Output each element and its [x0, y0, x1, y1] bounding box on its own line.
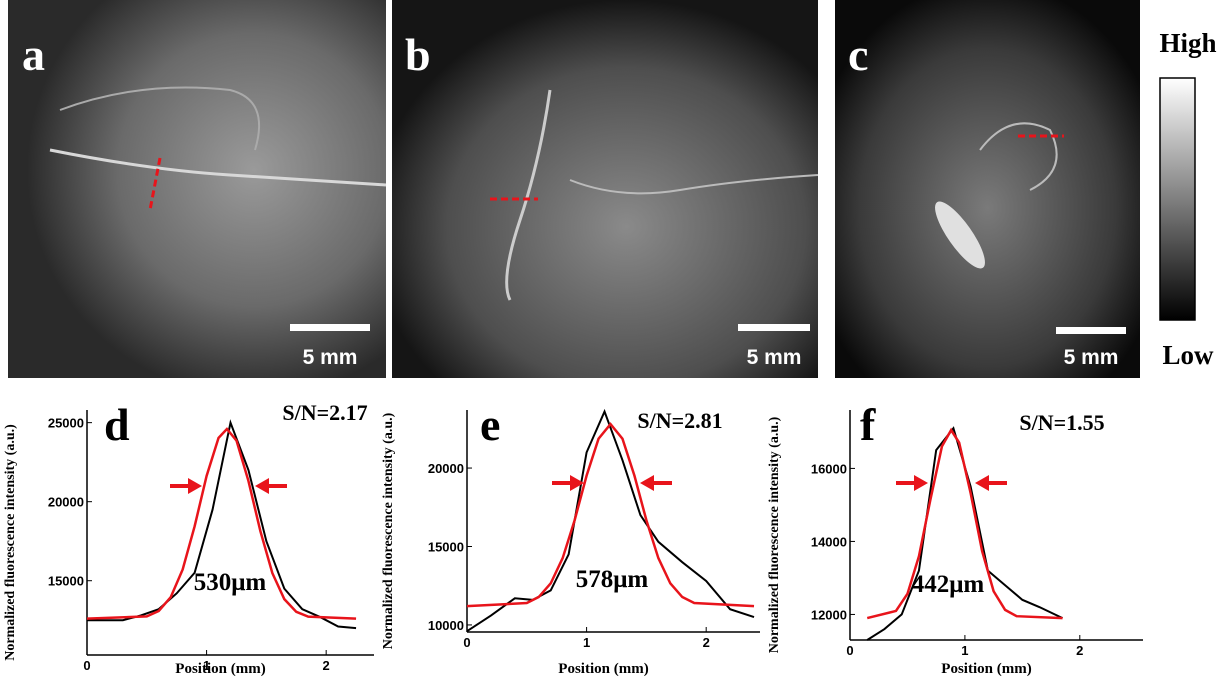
- scale-bar-label: 5 mm: [747, 346, 802, 369]
- arrow: [975, 475, 1007, 491]
- image-panel-b: [392, 0, 819, 378]
- annotation: 442μm: [912, 571, 985, 598]
- x-tick-label: 1: [583, 635, 590, 650]
- y-tick-label: 25000: [48, 416, 84, 431]
- image-panel-c: [835, 0, 1140, 378]
- x-axis-label: Position (mm): [941, 661, 1031, 677]
- x-axis-label: Position (mm): [558, 661, 648, 677]
- scale-bar-label: 5 mm: [1064, 346, 1119, 369]
- x-tick-label: 2: [1076, 643, 1083, 658]
- y-tick-label: 16000: [811, 461, 847, 476]
- arrow: [255, 478, 287, 494]
- y-axis-label: Normalized fluorescence intensity (a.u.): [767, 416, 782, 653]
- y-tick-label: 20000: [428, 461, 464, 476]
- panel-label: a: [22, 29, 45, 80]
- annotation: S/N=2.81: [637, 408, 722, 433]
- y-tick-label: 12000: [811, 607, 847, 622]
- arrow: [552, 475, 584, 491]
- y-axis-label: Normalized fluorescence intensity (a.u.): [3, 424, 18, 661]
- annotation: S/N=1.55: [1019, 410, 1104, 435]
- panel-label: f: [860, 399, 876, 450]
- data-line: [466, 408, 755, 633]
- y-tick-label: 15000: [48, 574, 84, 589]
- x-tick-label: 1: [961, 643, 968, 658]
- data-line: [87, 419, 357, 630]
- data-line: [866, 427, 1063, 620]
- colorbar-min-label: Low: [1162, 340, 1214, 370]
- data-line: [466, 422, 755, 608]
- panel-label: e: [480, 399, 500, 450]
- panel-label: c: [848, 29, 868, 80]
- x-tick-label: 0: [846, 643, 853, 658]
- annotation: 530μm: [194, 569, 267, 596]
- y-tick-label: 14000: [811, 534, 847, 549]
- x-tick-label: 1: [203, 658, 210, 673]
- x-tick-label: 0: [463, 635, 470, 650]
- panel-label: b: [405, 29, 431, 80]
- data-line: [86, 427, 357, 620]
- y-tick-label: 20000: [48, 495, 84, 510]
- y-tick-label: 10000: [428, 618, 464, 633]
- arrow: [170, 478, 202, 494]
- scale-bar-label: 5 mm: [303, 346, 358, 369]
- colorbar: [1159, 77, 1196, 321]
- annotation: S/N=2.17: [282, 400, 367, 425]
- annotation: 578μm: [576, 566, 649, 593]
- x-tick-label: 2: [703, 635, 710, 650]
- arrow: [896, 475, 928, 491]
- image-panel-a: [8, 0, 387, 378]
- y-tick-label: 15000: [428, 539, 464, 554]
- arrow: [640, 475, 672, 491]
- y-axis-label: Normalized fluorescence intensity (a.u.): [381, 412, 396, 649]
- x-tick-label: 0: [83, 658, 90, 673]
- x-tick-label: 2: [323, 658, 330, 673]
- colorbar-max-label: High: [1159, 28, 1216, 58]
- x-axis-label: Position (mm): [175, 661, 265, 677]
- panel-label: d: [104, 399, 130, 450]
